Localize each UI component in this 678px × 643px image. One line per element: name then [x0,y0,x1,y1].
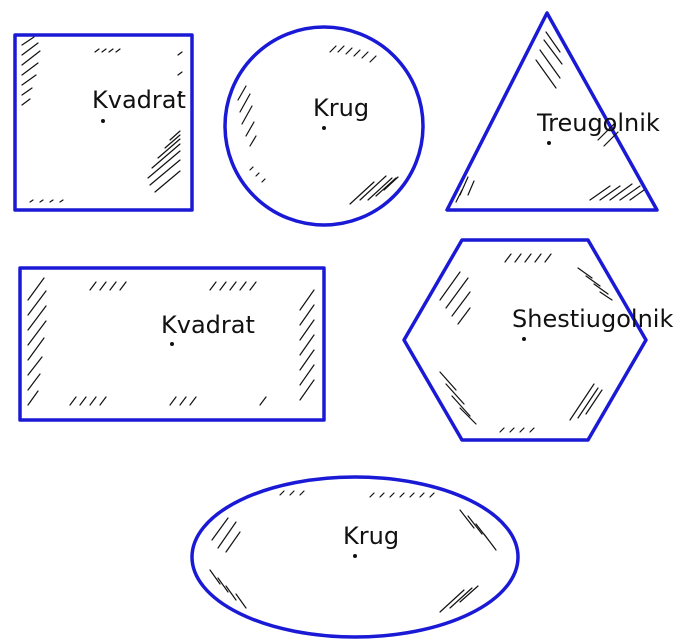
rectangle-outline [18,266,326,422]
square-center-dot [101,119,105,123]
circle-shape: Krug [223,25,425,227]
hexagon-center-dot [522,337,526,341]
hexagon-hatching [439,253,613,433]
ellipse-label: Krug [343,522,399,550]
square-outline [13,33,194,212]
triangle-label: Treugolnik [536,109,660,137]
square-label: Kvadrat [92,86,186,114]
hexagon-outline [402,238,648,442]
circle-hatching [237,45,399,205]
ellipse-outline [190,475,520,639]
hexagon-shape: Shestiugolnik [402,238,673,442]
triangle-shape: Treugolnik [445,11,660,212]
rectangle-hatching [27,277,315,406]
hexagon-label: Shestiugolnik [512,305,673,333]
triangle-center-dot [547,141,551,145]
triangle-outline [445,11,659,212]
circle-label: Krug [313,94,369,122]
triangle-hatching [455,31,645,203]
square-shape: Kvadrat [13,33,194,212]
rectangle-center-dot [170,342,174,346]
square-hatching [21,36,183,203]
ellipse-center-dot [353,554,357,558]
ellipse-hatching [209,490,497,613]
circle-outline [223,25,425,227]
rectangle-label: Kvadrat [161,311,255,339]
rectangle-shape: Kvadrat [18,266,326,422]
ellipse-shape: Krug [190,475,520,639]
circle-center-dot [322,126,326,130]
